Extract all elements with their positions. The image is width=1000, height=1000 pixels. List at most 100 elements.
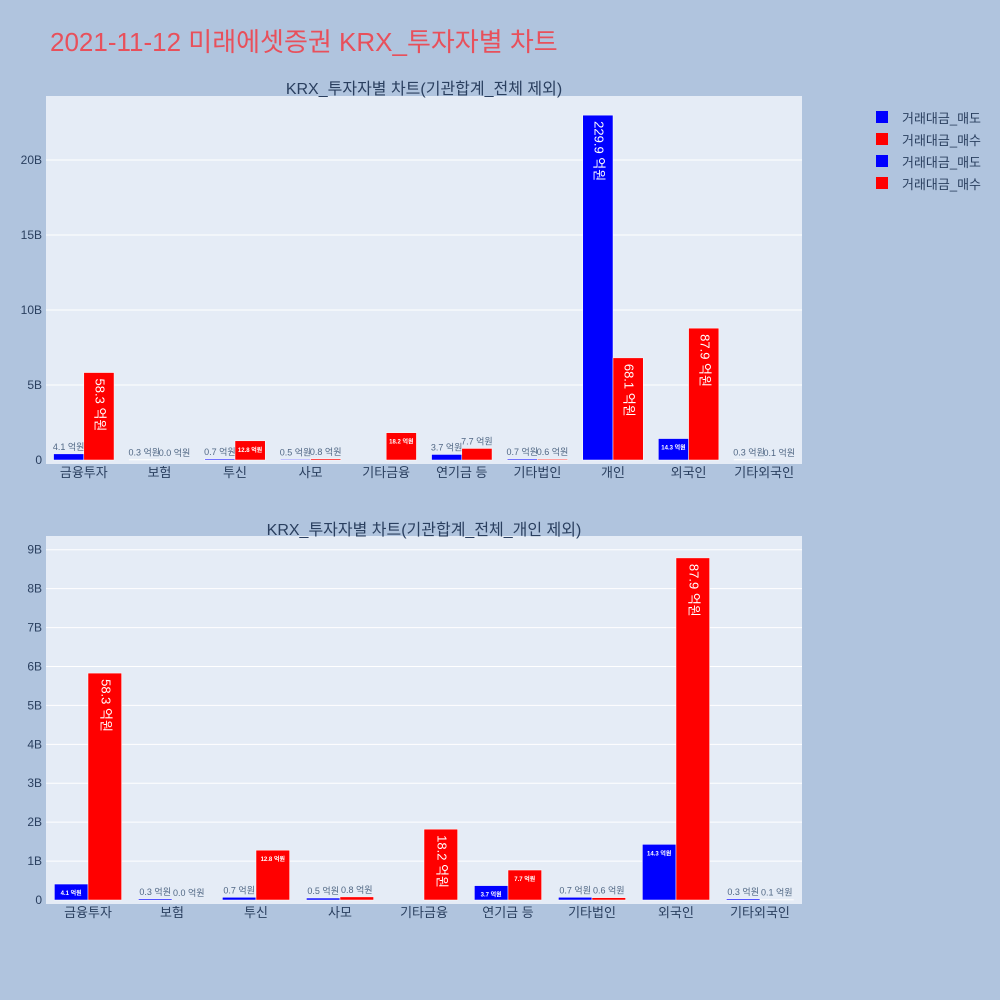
- legend-swatch: [876, 133, 888, 145]
- legend-item[interactable]: 거래대금_매도: [876, 150, 981, 172]
- data-label: 0.5 억원: [307, 885, 339, 896]
- data-label: 0.1 억원: [764, 447, 796, 458]
- bar: [385, 432, 417, 461]
- y-tick-label: 1B: [27, 854, 42, 868]
- bar: [87, 672, 122, 901]
- x-tick-label: 사모: [328, 905, 352, 920]
- x-tick-label: 기타법인: [513, 465, 561, 480]
- data-label: 58.3 억원: [92, 379, 107, 432]
- y-tick-label: 15B: [21, 228, 42, 242]
- bar: [642, 844, 677, 901]
- data-label: 0.8 억원: [341, 884, 373, 895]
- legend-swatch: [876, 111, 888, 123]
- bar: [53, 453, 85, 461]
- data-label: 68.1 억원: [622, 364, 637, 417]
- data-label: 0.5 억원: [280, 446, 312, 457]
- data-label: 229.9 억원: [591, 121, 606, 181]
- data-label: 4.1 억원: [61, 889, 82, 897]
- x-tick-label: 기타법인: [568, 905, 616, 920]
- data-label: 12.8 억원: [238, 446, 262, 454]
- data-label: 3.7 억원: [431, 441, 463, 452]
- data-label: 58.3 억원: [98, 679, 113, 732]
- data-label: 87.9 억원: [697, 334, 712, 387]
- data-label: 0.1 억원: [761, 887, 793, 898]
- bar: [591, 897, 626, 901]
- x-tick-label: 개인: [601, 465, 625, 480]
- data-label: 7.7 억원: [461, 435, 493, 446]
- legend-label: 거래대금_매수: [902, 176, 981, 192]
- y-tick-label: 5B: [27, 698, 42, 712]
- bar: [675, 557, 710, 901]
- bar: [222, 897, 257, 901]
- y-tick-label: 8B: [27, 582, 42, 596]
- data-label: 14.3 억원: [661, 444, 685, 452]
- bar: [280, 459, 311, 461]
- y-tick-label: 6B: [27, 659, 42, 673]
- bar: [83, 372, 115, 461]
- bar: [138, 898, 173, 901]
- bar: [306, 897, 341, 901]
- legend-item[interactable]: 거래대금_매수: [876, 128, 981, 150]
- legend-label: 거래대금_매도: [902, 154, 981, 170]
- legend-item[interactable]: 거래대금_매수: [876, 172, 981, 194]
- y-tick-label: 2B: [27, 815, 42, 829]
- x-tick-label: 외국인: [658, 905, 694, 920]
- data-label: 87.9 억원: [686, 564, 701, 617]
- bar: [423, 828, 458, 901]
- y-tick-label: 3B: [27, 776, 42, 790]
- bar: [339, 896, 374, 901]
- x-tick-label: 기타외국인: [730, 905, 790, 920]
- bar: [234, 440, 266, 461]
- y-tick-label: 5B: [27, 378, 42, 392]
- x-tick-label: 투신: [244, 905, 268, 920]
- bar: [537, 458, 568, 461]
- data-label: 0.7 억원: [204, 446, 236, 457]
- legend-swatch: [876, 177, 888, 189]
- data-label: 18.2 억원: [389, 438, 413, 446]
- x-tick-label: 사모: [299, 465, 323, 480]
- data-label: 12.8 억원: [261, 855, 285, 863]
- x-tick-label: 연기금 등: [436, 465, 487, 480]
- bar: [506, 458, 538, 461]
- data-label: 0.6 억원: [593, 885, 625, 896]
- data-label: 0.0 억원: [173, 887, 205, 898]
- data-label: 7.7 억원: [514, 875, 535, 883]
- legend-item[interactable]: 거래대금_매도: [876, 106, 981, 128]
- data-label: 14.3 억원: [647, 849, 671, 857]
- x-tick-label: 보험: [160, 905, 184, 920]
- legend[interactable]: 거래대금_매도 거래대금_매수 거래대금_매도 거래대금_매수: [876, 106, 981, 194]
- data-label: 0.7 억원: [506, 446, 538, 457]
- y-tick-label: 0: [35, 893, 42, 907]
- bar: [255, 849, 290, 901]
- data-label: 18.2 억원: [434, 835, 449, 888]
- bar: [461, 448, 493, 461]
- chart-title: KRX_투자자별 차트(기관합계_전체_개인 제외): [267, 521, 582, 539]
- data-label: 0.3 억원: [733, 447, 765, 458]
- bar: [612, 357, 644, 461]
- data-label: 0.3 억원: [128, 447, 160, 458]
- data-label: 0.3 억원: [727, 886, 759, 897]
- data-label: 0.3 억원: [139, 886, 171, 897]
- bar: [310, 458, 342, 461]
- chart-title: KRX_투자자별 차트(기관합계_전체 제외): [286, 80, 562, 98]
- bar: [688, 327, 720, 461]
- x-tick-label: 금융투자: [64, 905, 112, 920]
- x-tick-label: 보험: [147, 465, 171, 480]
- y-tick-label: 9B: [27, 543, 42, 557]
- legend-label: 거래대금_매수: [902, 132, 981, 148]
- y-tick-label: 0: [35, 453, 42, 467]
- plot-area: [46, 96, 802, 464]
- bar: [582, 114, 614, 461]
- x-tick-label: 기타금융: [400, 905, 448, 920]
- data-label: 0.8 억원: [310, 446, 342, 457]
- bar: [558, 897, 593, 901]
- x-tick-label: 기타금융: [362, 465, 410, 480]
- bar: [204, 458, 236, 461]
- y-tick-label: 7B: [27, 621, 42, 635]
- x-tick-label: 연기금 등: [482, 905, 533, 920]
- x-tick-label: 금융투자: [60, 465, 108, 480]
- data-label: 0.7 억원: [559, 884, 591, 895]
- data-label: 0.7 억원: [223, 884, 255, 895]
- y-tick-label: 20B: [21, 153, 42, 167]
